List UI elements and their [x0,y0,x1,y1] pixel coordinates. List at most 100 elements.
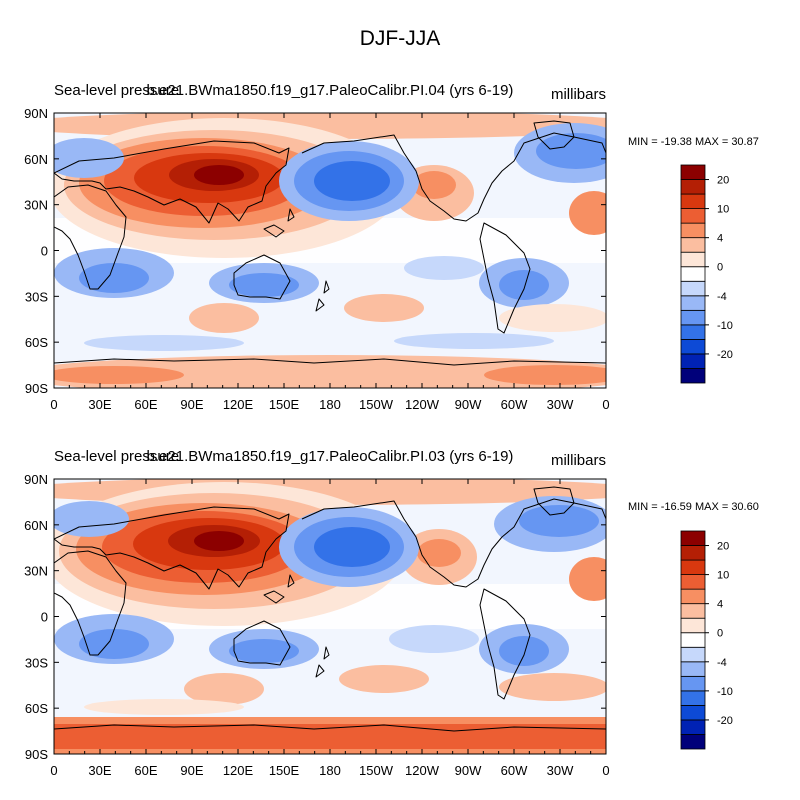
panel-1-title-right: millibars [551,86,606,103]
panel-1: Sea-level pressure b.e21.BWma1850.f19_g1… [24,82,759,412]
panel-2-title-right: millibars [551,452,606,469]
panel-1-xtick-label: 150W [359,397,394,412]
panel-2-colorbar-box [680,675,706,692]
panel-2-map [54,479,606,754]
panel-2-xtick-label: 90W [455,763,482,778]
panel-1-colorbar-box [680,193,706,209]
panel-1-ytick-label: 60N [24,152,48,167]
panel-2-ytick-label: 0 [41,610,48,625]
panel-1-ytick-label: 90N [24,106,48,121]
panel-2-colorbar-box [680,588,706,605]
panel-1-title-center: b.e21.BWma1850.f19_g17.PaleoCalibr.PI.04… [147,82,514,99]
panel-1-colorbar-label: 0 [717,262,723,274]
panel-2-ytick-label: 90N [24,472,48,487]
panel-2-ytick-label: 30N [24,564,48,579]
panel-2-xtick-label: 0 [602,763,609,778]
panel-1-xtick-label: 90W [455,397,482,412]
panel-2-ytick-label: 60N [24,518,48,533]
panel-1-xtick-label: 90E [180,397,203,412]
panel-1-colorbar-label: 10 [717,204,729,216]
panel-1-ytick-label: 30S [25,289,48,304]
panel-1-colorbar-box [680,353,706,369]
panel-1-stats: MIN = -19.38 MAX = 30.87 [628,136,759,148]
panel-1-x-axis: 0 30E 60E 90E 120E 150E 180 150W 120W 90W 60W 30W 0 [50,113,610,412]
panel-1-ytick-label: 0 [41,244,48,259]
panel-2-colorbar-box [680,574,706,590]
panel-1-y-axis: 90N 60N 30N 0 30S 60S 90S [24,106,606,396]
panel-2-title-center: b.e21.BWma1850.f19_g17.PaleoCalibr.PI.03… [147,448,514,465]
panel-2-xtick-label: 0 [50,763,57,778]
panel-1-colorbar-box [680,266,706,282]
panel-2-y-axis: 90N 60N 30N 0 30S 60S 90S [24,472,606,762]
panel-2-colorbar-box [680,559,706,575]
panel-2-xtick-label: 60E [134,763,157,778]
panel-2-xtick-label: 120W [405,763,440,778]
panel-1-colorbar-box [680,338,706,355]
panel-1-colorbar-label: -10 [717,320,733,332]
panel-2-xtick-label: 120E [223,763,254,778]
panel-1-title-left: Sea-level pressure [54,82,179,99]
panel-1-colorbar-box [680,222,706,239]
panel-1-colorbar-box [680,251,706,268]
figure-title: DJF-JJA [360,27,441,50]
panel-1-xtick-label: 180 [319,397,341,412]
panel-1-xtick-label: 0 [602,397,609,412]
panel-1-map [54,113,606,388]
panel-1-xtick-label: 60W [501,397,528,412]
panel-1-colorbar-box [680,295,706,311]
panel-2-coastlines [54,486,606,732]
panel-1-xtick-label: 60E [134,397,157,412]
panel-1-xtick-label: 30W [547,397,574,412]
panel-1-colorbar: 20 10 4 0 -4 -10 -20 [680,164,733,384]
panel-1-coastlines [54,120,606,366]
panel-1-ytick-label: 30N [24,198,48,213]
panel-1-xtick-label: 150E [269,397,300,412]
panel-2-xtick-label: 180 [319,763,341,778]
panel-2-colorbar-box [680,530,706,546]
panel-1-colorbar-label: -4 [717,291,727,303]
panel-1-colorbar-label: 20 [717,175,729,187]
panel-1-colorbar-box [680,368,706,384]
panel-1-colorbar-box [680,309,706,326]
panel-2-colorbar-label: -4 [717,657,727,669]
panel-2-colorbar-box [680,705,706,721]
panel-1-colorbar-label: 4 [717,233,723,245]
panel-2-colorbar-box [680,632,706,648]
panel-2-x-axis: 0 30E 60E 90E 120E 150E 180 150W 120W 90W 60W 30W 0 [50,479,610,778]
panel-1-colorbar-box [680,208,706,224]
panel-2-colorbar-box [680,734,706,750]
panel-1-xtick-label: 120E [223,397,254,412]
panel-1-xtick-label: 120W [405,397,440,412]
panel-2-colorbar-box [680,661,706,677]
panel-2-colorbar: 20 10 4 0 -4 -10 -20 [680,530,733,750]
panel-2-colorbar-label: 4 [717,599,723,611]
panel-1-colorbar-box [680,237,706,253]
panel-2: Sea-level pressure b.e21.BWma1850.f19_g1… [24,448,759,778]
panel-1-colorbar-box [680,164,706,180]
panel-2-colorbar-box [680,719,706,735]
panel-2-xtick-label: 30W [547,763,574,778]
panel-1-ytick-label: 60S [25,335,48,350]
panel-1-ytick-label: 90S [25,381,48,396]
panel-2-colorbar-box [680,646,706,663]
panel-1-colorbar-box [680,280,706,297]
panel-2-stats: MIN = -16.59 MAX = 30.60 [628,501,759,513]
panel-2-xtick-label: 90E [180,763,203,778]
panel-2-colorbar-box [680,617,706,634]
panel-1-colorbar-box [680,179,706,195]
panel-2-title-left: Sea-level pressure [54,448,179,465]
panel-2-colorbar-box [680,603,706,619]
panel-2-colorbar-label: 0 [717,628,723,640]
panel-2-colorbar-label: -10 [717,686,733,698]
panel-2-contour-field [54,479,606,754]
panel-2-colorbar-label: 10 [717,570,729,582]
panel-2-xtick-label: 60W [501,763,528,778]
panel-2-xtick-label: 150E [269,763,300,778]
panel-2-ytick-label: 90S [25,747,48,762]
panel-2-colorbar-label: -20 [717,715,733,727]
panel-1-colorbar-label: -20 [717,349,733,361]
panel-1-xtick-label: 30E [88,397,111,412]
panel-2-ytick-label: 30S [25,655,48,670]
panel-2-xtick-label: 30E [88,763,111,778]
